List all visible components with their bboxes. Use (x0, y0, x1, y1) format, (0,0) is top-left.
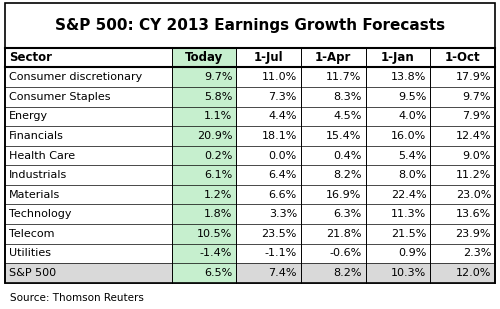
Text: 20.9%: 20.9% (197, 131, 232, 141)
Text: -1.4%: -1.4% (200, 248, 232, 258)
Text: 21.8%: 21.8% (326, 229, 362, 239)
Text: Energy: Energy (9, 111, 48, 121)
Text: 22.4%: 22.4% (390, 190, 426, 200)
Text: Utilities: Utilities (9, 248, 51, 258)
Text: Sector: Sector (9, 51, 52, 64)
Text: 8.2%: 8.2% (333, 268, 362, 278)
Text: 11.2%: 11.2% (456, 170, 491, 180)
Text: 23.9%: 23.9% (456, 229, 491, 239)
Text: 9.7%: 9.7% (204, 72, 233, 82)
Text: Industrials: Industrials (9, 170, 67, 180)
Text: 7.9%: 7.9% (462, 111, 491, 121)
Text: 17.9%: 17.9% (456, 72, 491, 82)
Text: 0.9%: 0.9% (398, 248, 426, 258)
Text: 9.0%: 9.0% (462, 150, 491, 161)
Text: Health Care: Health Care (9, 150, 75, 161)
Text: S&P 500: S&P 500 (9, 268, 56, 278)
Text: 16.0%: 16.0% (391, 131, 426, 141)
Text: 7.4%: 7.4% (268, 268, 297, 278)
Text: 11.7%: 11.7% (326, 72, 362, 82)
Text: 6.6%: 6.6% (268, 190, 297, 200)
Text: 12.4%: 12.4% (456, 131, 491, 141)
Text: Consumer Staples: Consumer Staples (9, 92, 110, 102)
Text: -1.1%: -1.1% (264, 248, 297, 258)
Text: 16.9%: 16.9% (326, 190, 362, 200)
Text: 23.0%: 23.0% (456, 190, 491, 200)
Text: 4.4%: 4.4% (268, 111, 297, 121)
Text: Telecom: Telecom (9, 229, 54, 239)
Text: Materials: Materials (9, 190, 60, 200)
Text: 1.8%: 1.8% (204, 209, 233, 219)
Text: 1-Oct: 1-Oct (445, 51, 480, 64)
Text: 2.3%: 2.3% (462, 248, 491, 258)
Text: Source: Thomson Reuters: Source: Thomson Reuters (10, 293, 144, 303)
Text: 4.5%: 4.5% (334, 111, 361, 121)
Text: 8.0%: 8.0% (398, 170, 426, 180)
Text: 6.4%: 6.4% (268, 170, 297, 180)
Text: 5.8%: 5.8% (204, 92, 233, 102)
Text: 6.3%: 6.3% (334, 209, 361, 219)
Text: 12.0%: 12.0% (456, 268, 491, 278)
Text: 9.5%: 9.5% (398, 92, 426, 102)
Text: 1-Jan: 1-Jan (381, 51, 415, 64)
Text: 7.3%: 7.3% (268, 92, 297, 102)
Text: 3.3%: 3.3% (268, 209, 297, 219)
Text: Consumer discretionary: Consumer discretionary (9, 72, 142, 82)
Text: Financials: Financials (9, 131, 64, 141)
Text: 13.8%: 13.8% (391, 72, 426, 82)
Text: 9.7%: 9.7% (462, 92, 491, 102)
Text: 5.4%: 5.4% (398, 150, 426, 161)
Text: 1.2%: 1.2% (204, 190, 233, 200)
Text: 13.6%: 13.6% (456, 209, 491, 219)
Text: 0.4%: 0.4% (334, 150, 361, 161)
Text: 11.0%: 11.0% (262, 72, 297, 82)
Text: 8.2%: 8.2% (333, 170, 362, 180)
Text: 1.1%: 1.1% (204, 111, 233, 121)
Text: 21.5%: 21.5% (391, 229, 426, 239)
Text: Today: Today (185, 51, 223, 64)
Text: 11.3%: 11.3% (391, 209, 426, 219)
Text: Technology: Technology (9, 209, 72, 219)
Text: 18.1%: 18.1% (262, 131, 297, 141)
Text: 6.5%: 6.5% (204, 268, 233, 278)
Text: 15.4%: 15.4% (326, 131, 362, 141)
Text: 10.5%: 10.5% (197, 229, 232, 239)
Text: 6.1%: 6.1% (204, 170, 233, 180)
Text: 4.0%: 4.0% (398, 111, 426, 121)
Text: S&P 500: CY 2013 Earnings Growth Forecasts: S&P 500: CY 2013 Earnings Growth Forecas… (55, 18, 445, 33)
Text: 23.5%: 23.5% (262, 229, 297, 239)
Text: 10.3%: 10.3% (391, 268, 426, 278)
Text: 1-Apr: 1-Apr (315, 51, 352, 64)
Text: -0.6%: -0.6% (330, 248, 362, 258)
Text: 8.3%: 8.3% (334, 92, 361, 102)
Text: 0.2%: 0.2% (204, 150, 233, 161)
Text: 0.0%: 0.0% (268, 150, 297, 161)
Text: 1-Jul: 1-Jul (254, 51, 284, 64)
